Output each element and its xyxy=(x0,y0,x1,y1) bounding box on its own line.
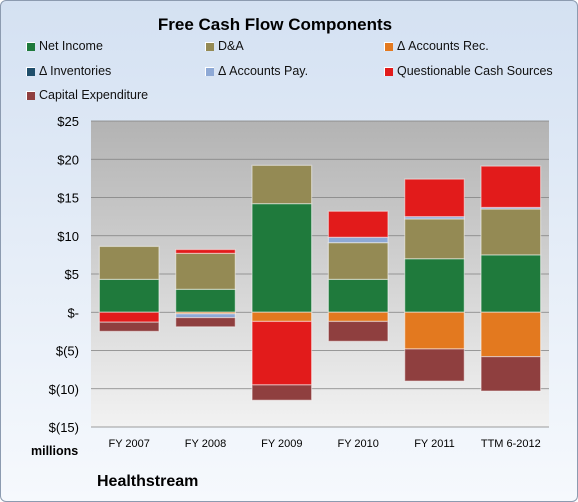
chart-title: Free Cash Flow Components xyxy=(157,15,393,34)
bar-segment-capital-expenditure xyxy=(480,356,542,392)
bar-segment-net-income xyxy=(404,258,465,313)
y-tick-label: $5 xyxy=(65,267,79,282)
x-tick-label: FY 2011 xyxy=(414,438,455,450)
y-tick-label: $- xyxy=(67,305,79,320)
bar-segment-capital-expenditure xyxy=(98,321,160,332)
y-tick-label: $(5) xyxy=(56,344,79,359)
legend-label: Δ Accounts Pay. xyxy=(218,64,309,78)
legend-label: Net Income xyxy=(39,39,103,53)
legend-swatch xyxy=(384,42,393,51)
bar-segment-questionable-cash-sources xyxy=(175,248,236,254)
legend-swatch xyxy=(26,91,35,100)
legend-label: Δ Accounts Rec. xyxy=(397,39,489,53)
bar-segment-net-income xyxy=(251,203,313,313)
bar-segment-d-a xyxy=(251,164,313,205)
y-tick-label: $(15) xyxy=(49,420,79,435)
bar-segment-accounts-rec xyxy=(480,311,542,358)
y-tick-label: $15 xyxy=(57,191,79,206)
y-tick-label: $20 xyxy=(57,152,79,167)
bar-segment-accounts-rec xyxy=(251,311,313,323)
legend-swatch xyxy=(384,67,393,76)
x-tick-label: FY 2008 xyxy=(185,438,226,450)
bar-segment-capital-expenditure xyxy=(404,348,465,382)
bar-segment-d-a xyxy=(480,208,542,256)
bar-segment-net-income xyxy=(98,278,160,313)
legend-swatch xyxy=(205,42,214,51)
x-tick-label: TTM 6-2012 xyxy=(481,438,541,450)
x-tick-label: FY 2009 xyxy=(261,438,302,450)
bar-segment-questionable-cash-sources xyxy=(404,178,465,218)
bar-segment-questionable-cash-sources xyxy=(251,320,313,386)
legend-label: Questionable Cash Sources xyxy=(397,64,553,78)
legend-swatch xyxy=(26,42,35,51)
bar-segment-d-a xyxy=(327,242,389,280)
y-tick-label: $25 xyxy=(57,114,79,129)
x-tick-label: FY 2007 xyxy=(108,438,149,450)
legend-swatch xyxy=(26,67,35,76)
bar-segment-accounts-pay xyxy=(327,236,389,244)
y-tick-label: $10 xyxy=(57,229,79,244)
bar-segment-accounts-pay xyxy=(480,206,542,210)
bar-segment-d-a xyxy=(175,252,236,290)
bar-segment-questionable-cash-sources xyxy=(327,210,389,238)
bar-segment-capital-expenditure xyxy=(175,317,236,328)
bar-segment-capital-expenditure xyxy=(327,320,389,342)
y-tick-label: $(10) xyxy=(49,382,79,397)
legend-swatch xyxy=(205,67,214,76)
bar-segment-net-income xyxy=(327,278,389,313)
legend-label: Δ Inventories xyxy=(39,64,112,78)
bar-segment-d-a xyxy=(98,245,160,280)
bar-segment-d-a xyxy=(404,218,465,260)
bar-segment-net-income xyxy=(175,288,236,313)
legend-label: Capital Expenditure xyxy=(39,88,149,102)
bar-segment-accounts-rec xyxy=(327,311,389,323)
bar-segment-questionable-cash-sources xyxy=(480,165,542,209)
bar-segment-capital-expenditure xyxy=(251,384,313,401)
x-tick-label: FY 2010 xyxy=(337,438,378,450)
company-name: Healthstream xyxy=(97,473,199,490)
bar-segment-questionable-cash-sources xyxy=(98,311,160,323)
bar-segment-accounts-rec xyxy=(404,311,465,350)
legend-label: D&A xyxy=(218,39,244,53)
bar-segment-net-income xyxy=(480,254,542,313)
y-axis-unit-label: millions xyxy=(31,444,79,458)
